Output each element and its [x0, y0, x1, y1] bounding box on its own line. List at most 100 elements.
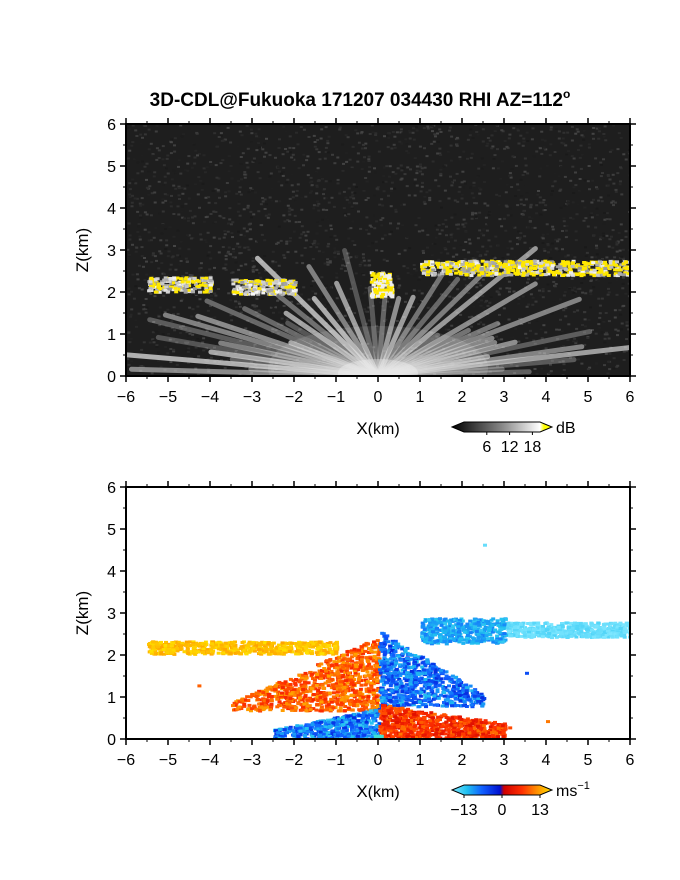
noise-speck	[433, 242, 437, 245]
noise-speck	[149, 350, 153, 353]
noise-speck	[237, 230, 241, 233]
cloud-pixel	[180, 280, 185, 284]
cloud-pixel	[382, 279, 387, 283]
noise-speck	[289, 151, 292, 154]
noise-speck	[271, 305, 275, 308]
noise-speck	[381, 237, 385, 240]
cloud-pixel	[259, 285, 264, 289]
velocity-pixel	[570, 628, 575, 632]
cloud-pixel	[191, 290, 195, 294]
noise-speck	[127, 363, 131, 366]
noise-speck	[574, 171, 577, 174]
noise-speck	[320, 218, 324, 221]
noise-speck	[336, 156, 340, 159]
noise-speck	[450, 236, 454, 239]
noise-speck	[421, 249, 425, 252]
noise-speck	[593, 205, 597, 208]
noise-speck	[501, 160, 504, 163]
noise-speck	[329, 224, 333, 227]
noise-speck	[198, 298, 202, 301]
velocity-pixel	[175, 649, 180, 653]
noise-speck	[227, 190, 231, 193]
noise-speck	[271, 262, 275, 265]
x-tick-label: 2	[458, 389, 467, 406]
velocity-pixel	[195, 650, 200, 654]
noise-speck	[426, 233, 430, 236]
noise-speck	[466, 138, 470, 141]
noise-speck	[188, 209, 192, 212]
noise-speck	[402, 203, 406, 206]
cloud-pixel	[247, 288, 252, 292]
noise-speck	[561, 230, 564, 232]
noise-speck	[206, 365, 210, 368]
noise-speck	[439, 153, 443, 156]
velocity-pixel	[278, 647, 283, 650]
noise-speck	[368, 224, 372, 227]
noise-speck	[543, 209, 547, 211]
noise-speck	[254, 345, 258, 348]
noise-speck	[602, 320, 606, 323]
cloud-pixel	[586, 262, 591, 266]
noise-speck	[490, 134, 494, 137]
noise-speck	[588, 366, 592, 369]
noise-speck	[249, 238, 253, 241]
noise-speck	[616, 364, 620, 367]
beam-streak	[375, 276, 461, 376]
noise-speck	[345, 152, 348, 154]
noise-speck	[396, 227, 399, 230]
noise-speck	[548, 154, 552, 157]
noise-speck	[434, 236, 438, 239]
velocity-pixel	[282, 648, 286, 652]
cloud-pixel	[623, 271, 628, 275]
noise-speck	[476, 237, 480, 240]
noise-speck	[318, 158, 322, 161]
noise-speck	[400, 169, 404, 172]
noise-speck	[603, 333, 607, 336]
noise-speck	[177, 187, 181, 190]
velocity-pixel	[505, 623, 510, 627]
cloud-pixel	[539, 273, 544, 277]
noise-speck	[546, 283, 550, 286]
noise-speck	[140, 365, 144, 367]
noise-speck	[141, 203, 145, 206]
noise-speck	[329, 236, 333, 238]
noise-speck	[489, 295, 493, 298]
noise-speck	[278, 200, 282, 203]
velocity-pixel	[210, 651, 215, 655]
noise-speck	[172, 235, 176, 238]
noise-speck	[173, 150, 177, 153]
cloud-pixel	[169, 285, 173, 289]
cloud-pixel	[568, 267, 573, 271]
noise-speck	[435, 128, 438, 131]
noise-speck	[209, 161, 213, 163]
noise-speck	[206, 254, 210, 257]
noise-speck	[360, 261, 364, 264]
noise-speck	[430, 254, 434, 257]
noise-speck	[400, 177, 404, 180]
velocity-pixel	[583, 623, 588, 627]
noise-speck	[455, 172, 459, 175]
cloud-pixel	[436, 261, 441, 265]
noise-speck	[151, 331, 155, 334]
noise-speck	[503, 349, 507, 352]
noise-speck	[155, 259, 158, 262]
noise-speck	[571, 217, 575, 220]
noise-speck	[155, 147, 159, 150]
beam-streak	[375, 296, 582, 376]
noise-speck	[480, 232, 484, 235]
noise-speck	[426, 246, 429, 249]
noise-speck	[578, 178, 582, 180]
noise-speck	[433, 133, 437, 136]
noise-speck	[509, 214, 513, 217]
cloud-pixel	[530, 260, 534, 264]
velocity-pixel	[590, 628, 594, 632]
cloud-pixel	[153, 278, 158, 282]
noise-speck	[462, 249, 466, 251]
noise-speck	[141, 136, 144, 139]
noise-speck	[276, 241, 280, 244]
noise-speck	[347, 187, 351, 190]
noise-speck	[614, 190, 618, 193]
noise-speck	[334, 341, 338, 344]
noise-speck	[270, 363, 273, 366]
noise-speck	[468, 134, 472, 137]
